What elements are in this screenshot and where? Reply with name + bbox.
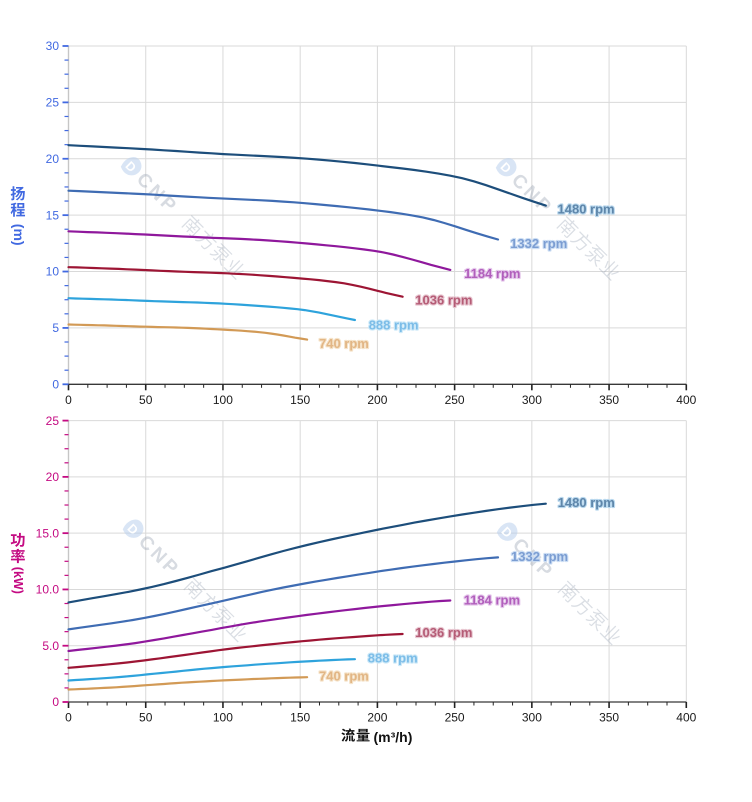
svg-text:(m³/h): (m³/h) [374, 729, 413, 745]
svg-text:10: 10 [46, 265, 60, 279]
svg-text:10.0: 10.0 [36, 583, 60, 597]
svg-text:(m): (m) [11, 224, 27, 246]
svg-text:740 rpm: 740 rpm [319, 668, 369, 683]
svg-text:0: 0 [52, 378, 59, 392]
svg-text:15: 15 [46, 208, 60, 222]
svg-text:250: 250 [445, 711, 465, 725]
svg-text:350: 350 [599, 393, 619, 407]
svg-text:25: 25 [46, 414, 60, 428]
svg-text:400: 400 [676, 711, 696, 725]
svg-text:150: 150 [290, 393, 310, 407]
svg-text:50: 50 [139, 711, 153, 725]
svg-text:200: 200 [367, 393, 387, 407]
svg-text:0: 0 [52, 695, 59, 709]
svg-text:20: 20 [46, 470, 60, 484]
svg-text:150: 150 [290, 711, 310, 725]
svg-text:1184 rpm: 1184 rpm [464, 592, 520, 607]
svg-text:30: 30 [46, 39, 60, 53]
svg-text:250: 250 [445, 393, 465, 407]
svg-text:0: 0 [65, 711, 72, 725]
svg-text:20: 20 [46, 152, 60, 166]
svg-text:400: 400 [676, 393, 696, 407]
svg-text:200: 200 [367, 711, 387, 725]
svg-text:300: 300 [522, 711, 542, 725]
svg-text:888 rpm: 888 rpm [369, 318, 419, 333]
svg-text:888 rpm: 888 rpm [368, 650, 418, 665]
svg-text:5.0: 5.0 [42, 639, 59, 653]
svg-text:300: 300 [522, 393, 542, 407]
svg-text:(kW): (kW) [11, 567, 25, 594]
svg-text:1480 rpm: 1480 rpm [558, 202, 615, 217]
svg-text:0: 0 [65, 393, 72, 407]
svg-text:1480 rpm: 1480 rpm [558, 495, 615, 510]
svg-text:1036 rpm: 1036 rpm [415, 625, 472, 640]
svg-text:1332 rpm: 1332 rpm [511, 549, 568, 564]
svg-text:100: 100 [213, 711, 233, 725]
svg-text:25: 25 [46, 96, 60, 110]
svg-text:350: 350 [599, 711, 619, 725]
svg-text:1036 rpm: 1036 rpm [415, 293, 472, 308]
svg-text:100: 100 [213, 393, 233, 407]
svg-text:1184 rpm: 1184 rpm [464, 266, 520, 281]
svg-text:1332 rpm: 1332 rpm [510, 236, 567, 251]
svg-text:740 rpm: 740 rpm [319, 336, 369, 351]
svg-text:50: 50 [139, 393, 153, 407]
svg-text:15.0: 15.0 [36, 526, 60, 540]
svg-text:5: 5 [52, 321, 59, 335]
